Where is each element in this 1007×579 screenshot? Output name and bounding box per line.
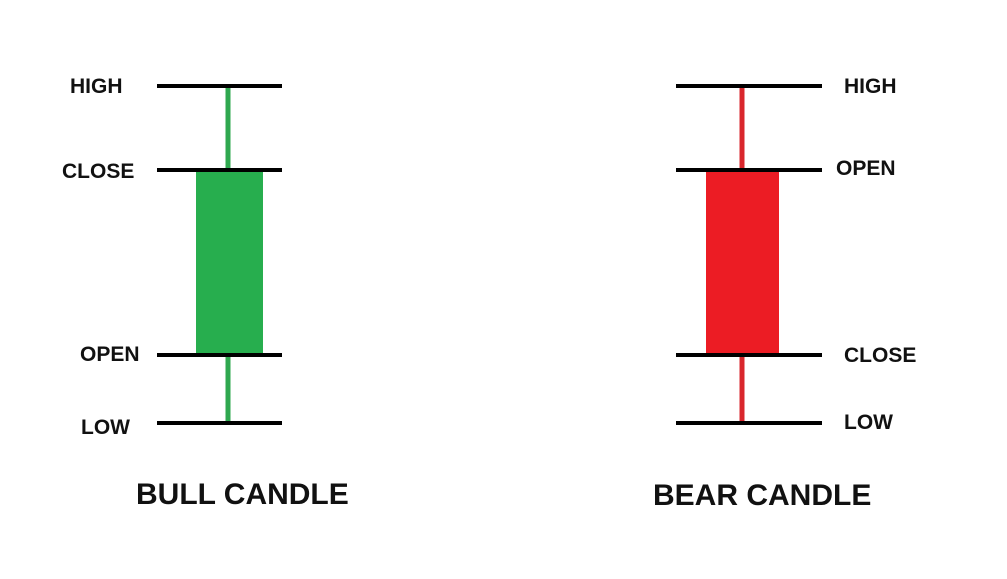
- bull-open-label: OPEN: [80, 343, 140, 366]
- bear-close-label: CLOSE: [844, 344, 916, 367]
- bear-candle-group: HIGH OPEN CLOSE LOW BEAR CANDLE: [653, 75, 916, 512]
- bull-low-label: LOW: [81, 416, 130, 439]
- bear-candle-title: BEAR CANDLE: [653, 479, 871, 512]
- bull-candle-body: [196, 170, 263, 356]
- bull-close-label: CLOSE: [62, 160, 134, 183]
- bear-low-label: LOW: [844, 411, 893, 434]
- bear-open-label: OPEN: [836, 157, 896, 180]
- bear-candle-body: [706, 170, 779, 356]
- bull-candle-title: BULL CANDLE: [136, 478, 349, 511]
- bear-high-label: HIGH: [844, 75, 897, 98]
- bull-high-label: HIGH: [70, 75, 123, 98]
- bull-candle-group: HIGH CLOSE OPEN LOW BULL CANDLE: [62, 75, 349, 511]
